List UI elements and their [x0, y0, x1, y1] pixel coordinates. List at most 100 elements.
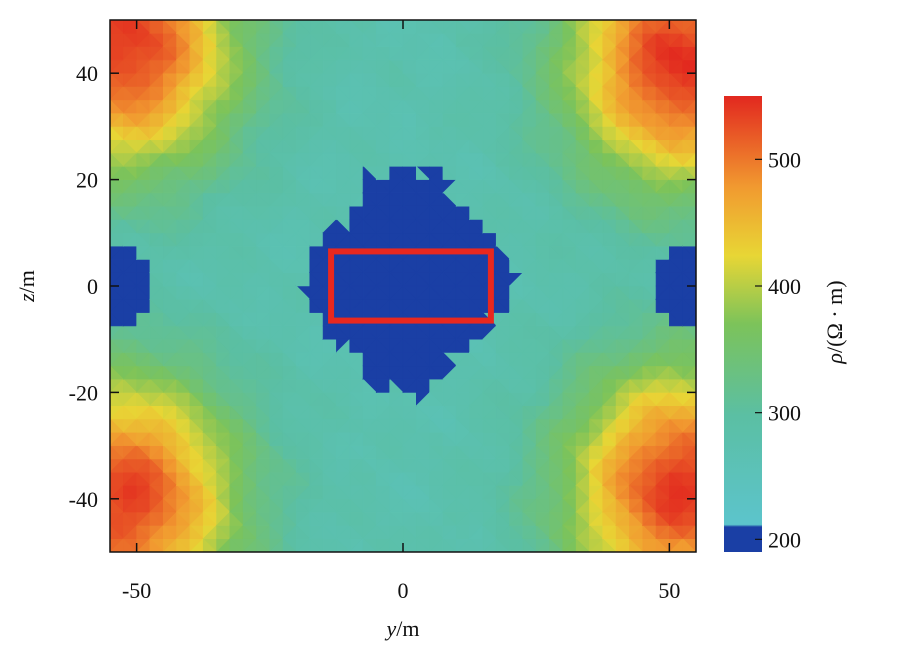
mesh-cell: [416, 351, 431, 367]
mesh-cell: [189, 178, 204, 194]
mesh-cell: [229, 351, 244, 367]
mesh-cell: [455, 444, 471, 460]
mesh-cell: [256, 537, 271, 552]
mesh-cell: [495, 351, 511, 367]
mesh-cell: [269, 258, 284, 274]
mesh-cell: [669, 444, 684, 460]
mesh-cell: [615, 258, 631, 274]
mesh-cell: [110, 391, 125, 407]
mesh-cell: [509, 471, 524, 486]
mesh-cell: [216, 45, 231, 61]
mesh-cell: [242, 72, 258, 87]
mesh-cell: [376, 444, 391, 460]
anomaly-box: [328, 248, 494, 324]
mesh-cell: [402, 205, 418, 220]
mesh-cell: [549, 325, 564, 340]
mesh-cell: [242, 311, 258, 327]
mesh-cell: [522, 458, 537, 473]
mesh-cell: [402, 391, 418, 407]
mesh-cell: [535, 178, 551, 194]
mesh-cell: [322, 498, 338, 513]
mesh-cell: [189, 99, 204, 114]
mesh-cell: [336, 112, 351, 127]
mesh-cell: [269, 444, 284, 460]
mesh-cell: [229, 218, 244, 234]
mesh-cell: [681, 312, 696, 327]
mesh-cell: [242, 524, 258, 540]
mesh-cell: [482, 152, 497, 167]
mesh-cell: [176, 378, 191, 393]
mesh-cell: [682, 431, 696, 446]
mesh-cell: [615, 45, 631, 61]
mesh-cell: [216, 311, 231, 327]
mesh-cell: [681, 285, 696, 300]
mesh-cell: [202, 484, 218, 500]
mesh-cell: [562, 285, 577, 300]
y-tick-label: -40: [69, 487, 98, 512]
mesh-cell: [669, 178, 684, 194]
mesh-cell: [162, 471, 178, 486]
mesh-cell: [575, 271, 591, 287]
mesh-cell: [402, 152, 418, 167]
mesh-cell: [296, 72, 311, 87]
mesh-cell: [269, 338, 284, 353]
mesh-cell: [322, 338, 338, 353]
mesh-cell: [429, 498, 444, 513]
mesh-cell: [136, 338, 151, 353]
mesh-cell: [416, 325, 431, 340]
mesh-cell: [682, 85, 696, 101]
mesh-cell: [402, 498, 418, 513]
mesh-cell: [296, 45, 311, 61]
mesh-cell: [362, 537, 377, 552]
mesh-cell: [509, 178, 524, 194]
mesh-cell: [429, 178, 444, 194]
mesh-cell: [242, 418, 258, 433]
mesh-cell: [629, 511, 644, 526]
mesh-cell: [455, 285, 471, 300]
mesh-cell: [162, 152, 178, 167]
mesh-cell: [602, 165, 617, 180]
mesh-cell: [642, 20, 657, 34]
mesh-cell: [362, 192, 378, 207]
mesh-cell: [602, 138, 617, 154]
mesh-cell: [376, 524, 391, 540]
mesh-cell: [562, 418, 577, 433]
mesh-cell: [149, 484, 164, 500]
mesh-cell: [455, 471, 471, 486]
mesh-cell: [509, 45, 524, 61]
mesh-cell: [509, 311, 524, 327]
mesh-cell: [469, 537, 484, 552]
mesh-cell: [655, 351, 671, 367]
mesh-cell: [242, 391, 258, 407]
mesh-cell: [229, 404, 244, 420]
mesh-cell: [681, 498, 696, 513]
mesh-cell: [296, 125, 311, 140]
mesh-cell: [256, 351, 271, 367]
mesh-cell: [282, 59, 298, 74]
mesh-cell: [629, 192, 644, 207]
mesh-cell: [149, 138, 164, 154]
mesh-cell: [535, 418, 551, 433]
mesh-cell: [442, 537, 457, 552]
mesh-cell: [495, 325, 511, 340]
mesh-cell: [642, 152, 657, 167]
mesh-cell: [336, 85, 351, 101]
mesh-cell: [216, 205, 231, 220]
mesh-cell: [629, 218, 644, 234]
mesh-cell: [562, 338, 577, 353]
mesh-cell: [482, 45, 497, 61]
mesh-cell: [309, 138, 324, 154]
mesh-cell: [336, 378, 351, 393]
mesh-cell: [469, 165, 484, 180]
mesh-cell: [549, 511, 564, 526]
mesh-cell: [376, 285, 391, 300]
mesh-cell: [642, 391, 657, 407]
mesh-cell: [615, 498, 631, 513]
mesh-cell: [629, 85, 644, 101]
mesh-cell: [629, 484, 644, 500]
mesh-cell: [309, 537, 324, 552]
mesh-cell: [429, 99, 444, 114]
mesh-cell: [136, 365, 151, 380]
mesh-cell: [216, 152, 231, 167]
